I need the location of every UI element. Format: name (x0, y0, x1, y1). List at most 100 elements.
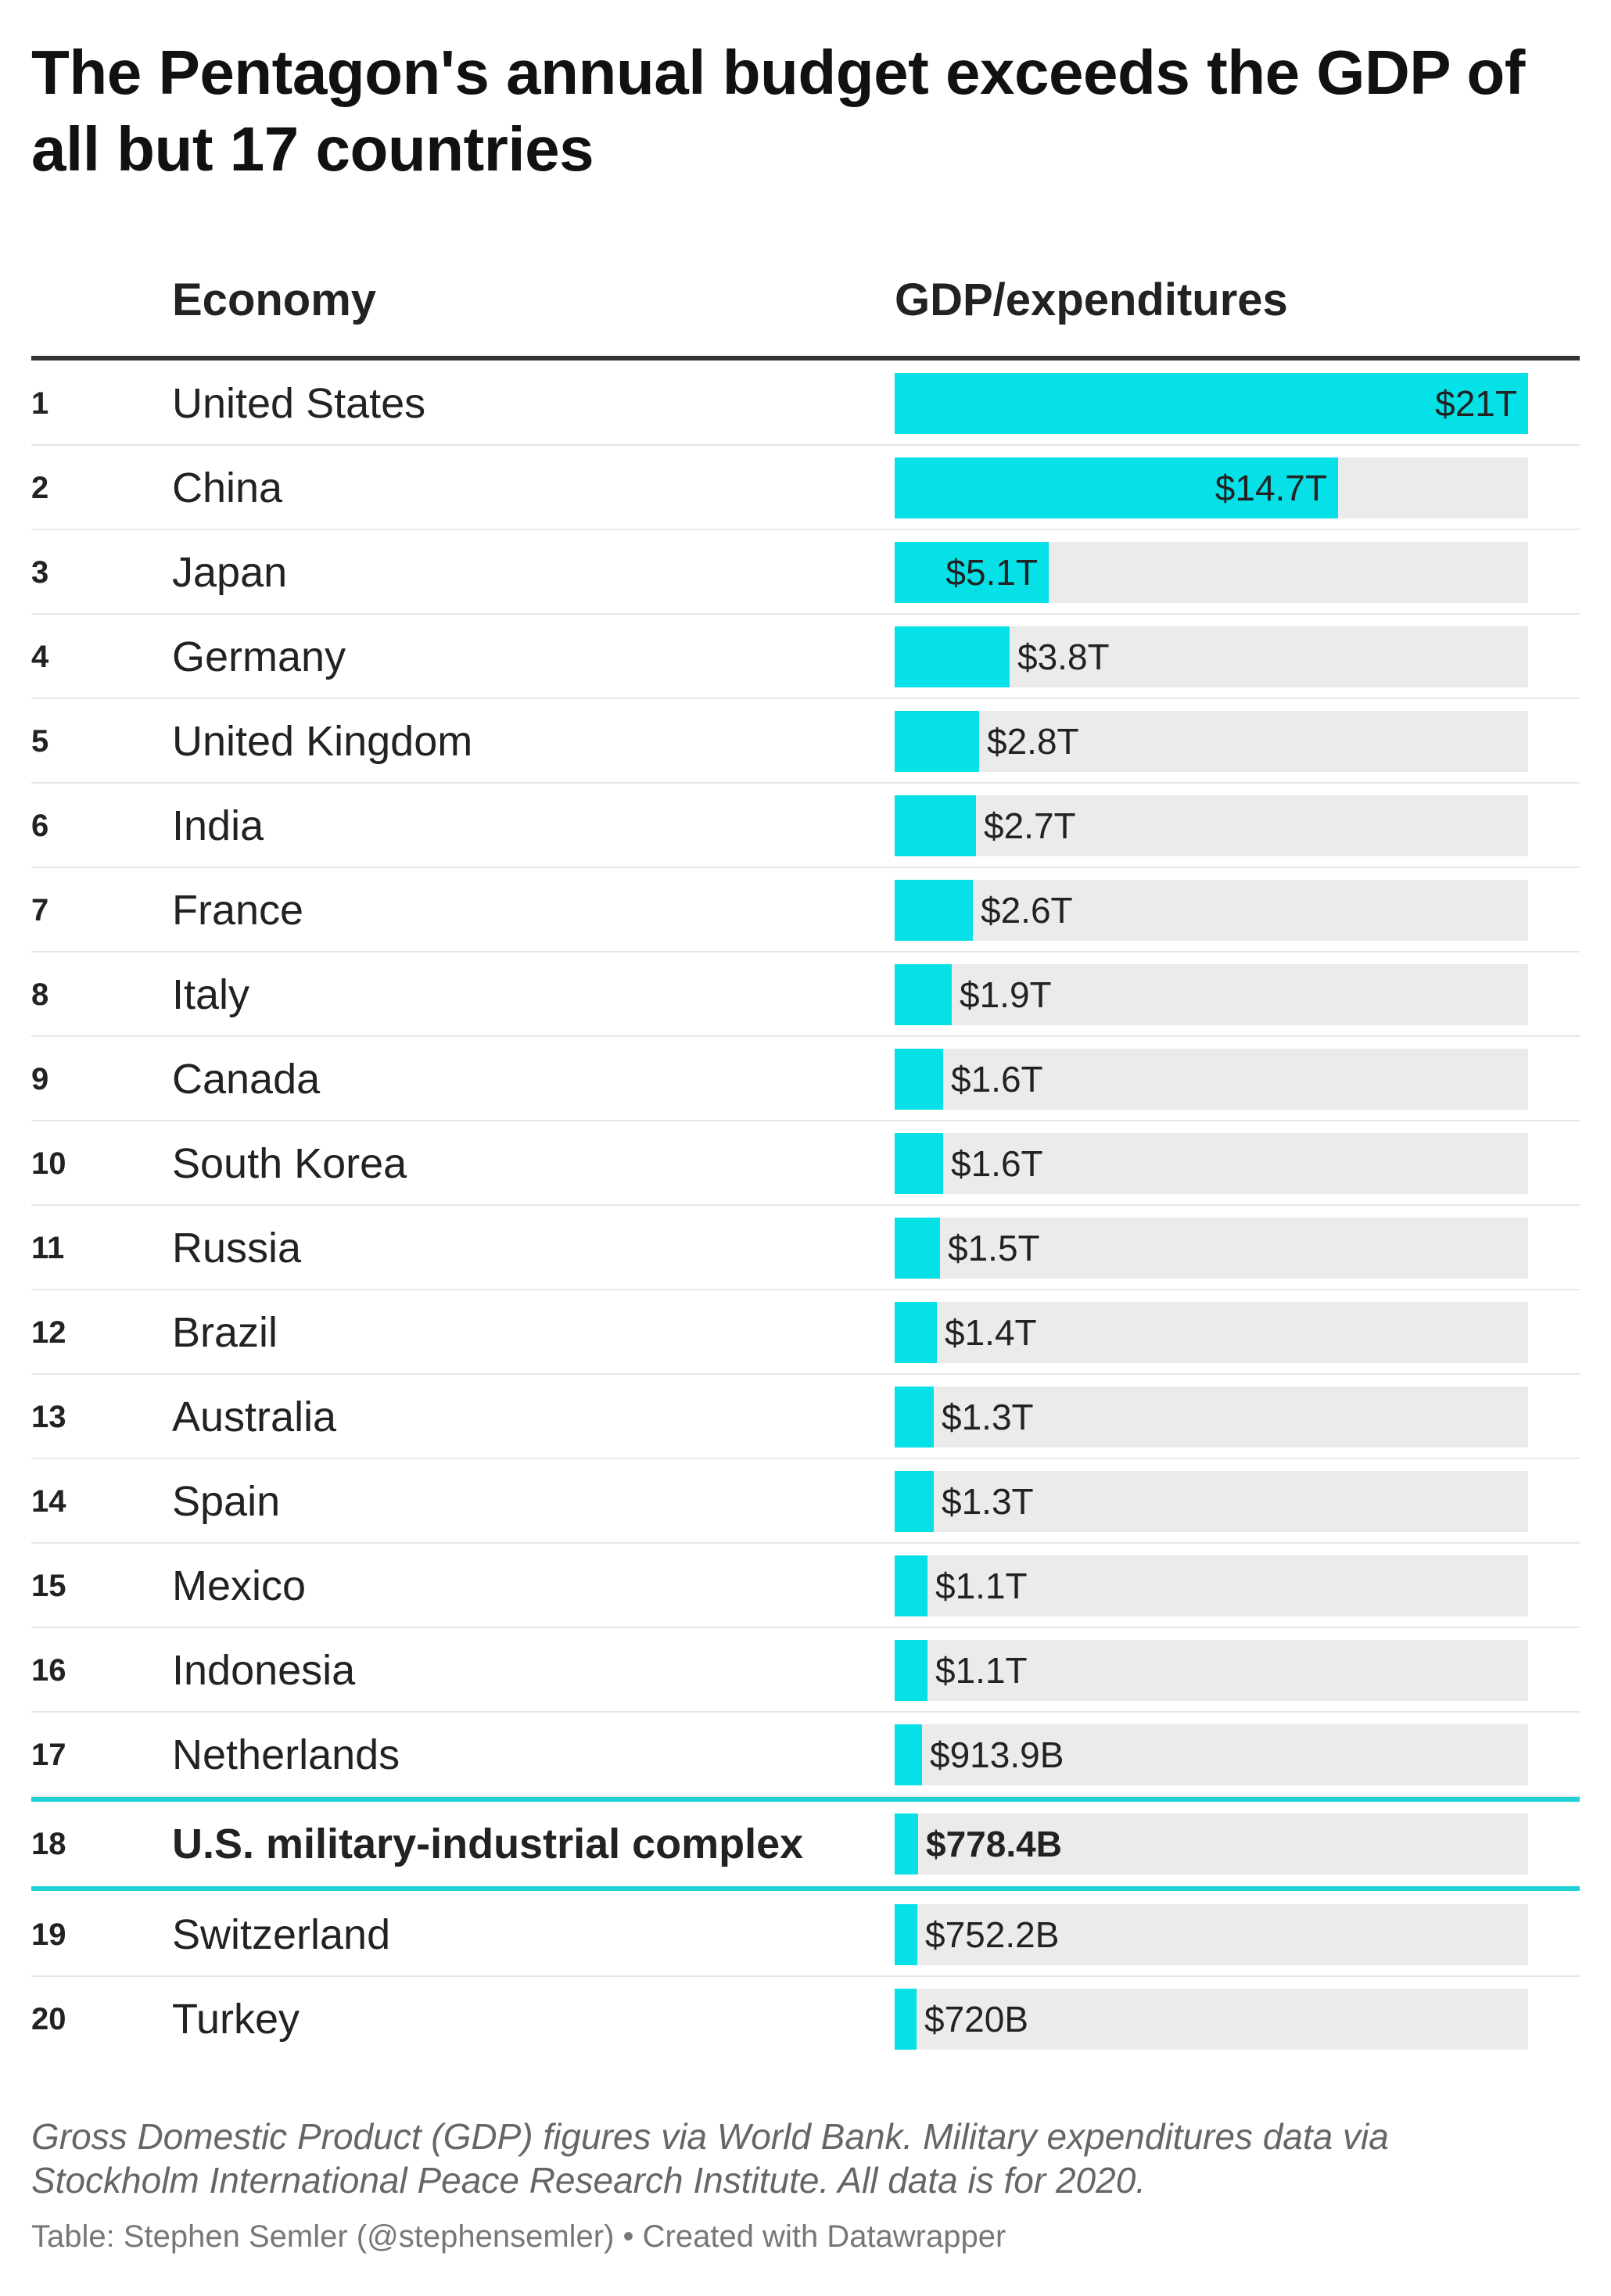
table-row: 13 Australia $1.3T (31, 1375, 1580, 1459)
row-separator (31, 1542, 1580, 1544)
row-separator (31, 1975, 1580, 1977)
table-row: 14 Spain $1.3T (31, 1459, 1580, 1544)
row-economy: Japan (172, 549, 288, 596)
bar-track: $1.1T (895, 1555, 1528, 1616)
chart-title: The Pentagon's annual budget exceeds the… (31, 38, 1525, 184)
bar-value-label: $1.4T (945, 1312, 1037, 1353)
row-separator (31, 1035, 1580, 1037)
row-economy: Brazil (172, 1309, 278, 1356)
bar-value-label: $720B (924, 1999, 1029, 2039)
table-row: 5 United Kingdom $2.8T (31, 699, 1580, 784)
table-row: 19 Switzerland $752.2B (31, 1892, 1580, 1977)
bar (895, 1218, 940, 1279)
credit-line: Table: Stephen Semler (@stephensemler) •… (31, 2219, 1006, 2254)
bar-track: $752.2B (895, 1904, 1528, 1965)
bar (895, 795, 976, 856)
bar-track: $1.6T (895, 1049, 1528, 1110)
row-rank: 15 (31, 1568, 66, 1603)
bar-track: $720B (895, 1989, 1528, 2050)
bar (895, 542, 1049, 603)
row-rank: 3 (31, 554, 49, 590)
bar-value-label: $1.5T (948, 1228, 1040, 1268)
row-economy: United States (172, 380, 426, 427)
bar (895, 1904, 917, 1965)
row-rank: 13 (31, 1399, 66, 1434)
bar (895, 1471, 934, 1532)
bar (895, 1387, 934, 1448)
bar-value-label: $2.6T (981, 890, 1073, 931)
row-rank: 12 (31, 1315, 66, 1350)
row-separator (31, 866, 1580, 868)
row-economy: Switzerland (172, 1911, 391, 1958)
bar-track: $1.3T (895, 1387, 1528, 1448)
source-notes: Gross Domestic Product (GDP) figures via… (31, 2116, 1389, 2201)
row-economy: Australia (172, 1394, 337, 1440)
row-economy: India (172, 802, 264, 849)
row-rank: 8 (31, 977, 49, 1012)
bar-value-label: $1.3T (942, 1397, 1034, 1437)
bar (895, 880, 973, 941)
highlight-line-top (31, 1797, 1580, 1802)
row-rank: 18 (31, 1826, 66, 1861)
row-economy: Turkey (172, 1996, 300, 2043)
column-header-economy[interactable]: Economy (172, 274, 377, 325)
row-separator (31, 1120, 1580, 1121)
bar-value-label: $3.8T (1017, 637, 1110, 677)
bar-value-label: $5.1T (945, 552, 1038, 593)
table-row: 17 Netherlands $913.9B (31, 1713, 1580, 1797)
bar (895, 373, 1528, 434)
table-row: 20 Turkey $720B (31, 1977, 1580, 2061)
column-header-gdp[interactable]: GDP/expenditures (895, 274, 1288, 325)
row-economy: Mexico (172, 1562, 307, 1609)
row-separator (31, 1289, 1580, 1290)
bar-track: $778.4B (895, 1813, 1528, 1874)
row-rank: 16 (31, 1652, 66, 1688)
highlight-line-bottom (31, 1886, 1580, 1891)
bar-track: $14.7T (895, 457, 1528, 518)
bar-value-label: $1.6T (951, 1143, 1043, 1184)
row-economy: Spain (172, 1478, 281, 1525)
row-economy: United Kingdom (172, 718, 473, 765)
bar-track: $1.9T (895, 964, 1528, 1025)
bar-track: $1.4T (895, 1302, 1528, 1363)
table-row: 7 France $2.6T (31, 868, 1580, 952)
row-separator (31, 1373, 1580, 1375)
row-economy: Italy (172, 971, 250, 1018)
row-separator (31, 613, 1580, 615)
bar (895, 711, 979, 772)
row-rank: 17 (31, 1737, 66, 1772)
bar-value-label: $14.7T (1215, 468, 1327, 508)
table-row: 12 Brazil $1.4T (31, 1290, 1580, 1375)
bar-value-label: $1.1T (935, 1566, 1028, 1606)
bar (895, 457, 1338, 518)
row-rank: 9 (31, 1061, 49, 1096)
row-rank: 11 (31, 1230, 65, 1265)
bar-track: $5.1T (895, 542, 1528, 603)
bar (895, 1724, 922, 1785)
bar-track: $1.5T (895, 1218, 1528, 1279)
row-rank: 7 (31, 892, 49, 927)
row-separator (31, 951, 1580, 952)
table-row: 2 China $14.7T (31, 446, 1580, 530)
table-row: 6 India $2.7T (31, 784, 1580, 868)
row-economy: Russia (172, 1225, 302, 1272)
table-row: 9 Canada $1.6T (31, 1037, 1580, 1121)
row-rank: 20 (31, 2001, 66, 2036)
bar (895, 1813, 918, 1874)
table-row: 4 Germany $3.8T (31, 615, 1580, 699)
row-separator (31, 1458, 1580, 1459)
bar (895, 1133, 943, 1194)
bar-track: $2.8T (895, 711, 1528, 772)
row-economy: Canada (172, 1056, 321, 1103)
row-separator (31, 1711, 1580, 1713)
row-rank: 2 (31, 470, 49, 505)
bar (895, 1302, 937, 1363)
row-rank: 4 (31, 639, 49, 674)
bar-value-label: $1.1T (935, 1650, 1028, 1691)
bar-track: $2.6T (895, 880, 1528, 941)
row-separator (31, 1627, 1580, 1628)
table-row: 10 South Korea $1.6T (31, 1121, 1580, 1206)
row-rank: 10 (31, 1146, 66, 1181)
bar-value-label: $2.7T (984, 805, 1076, 846)
row-rank: 5 (31, 723, 49, 759)
